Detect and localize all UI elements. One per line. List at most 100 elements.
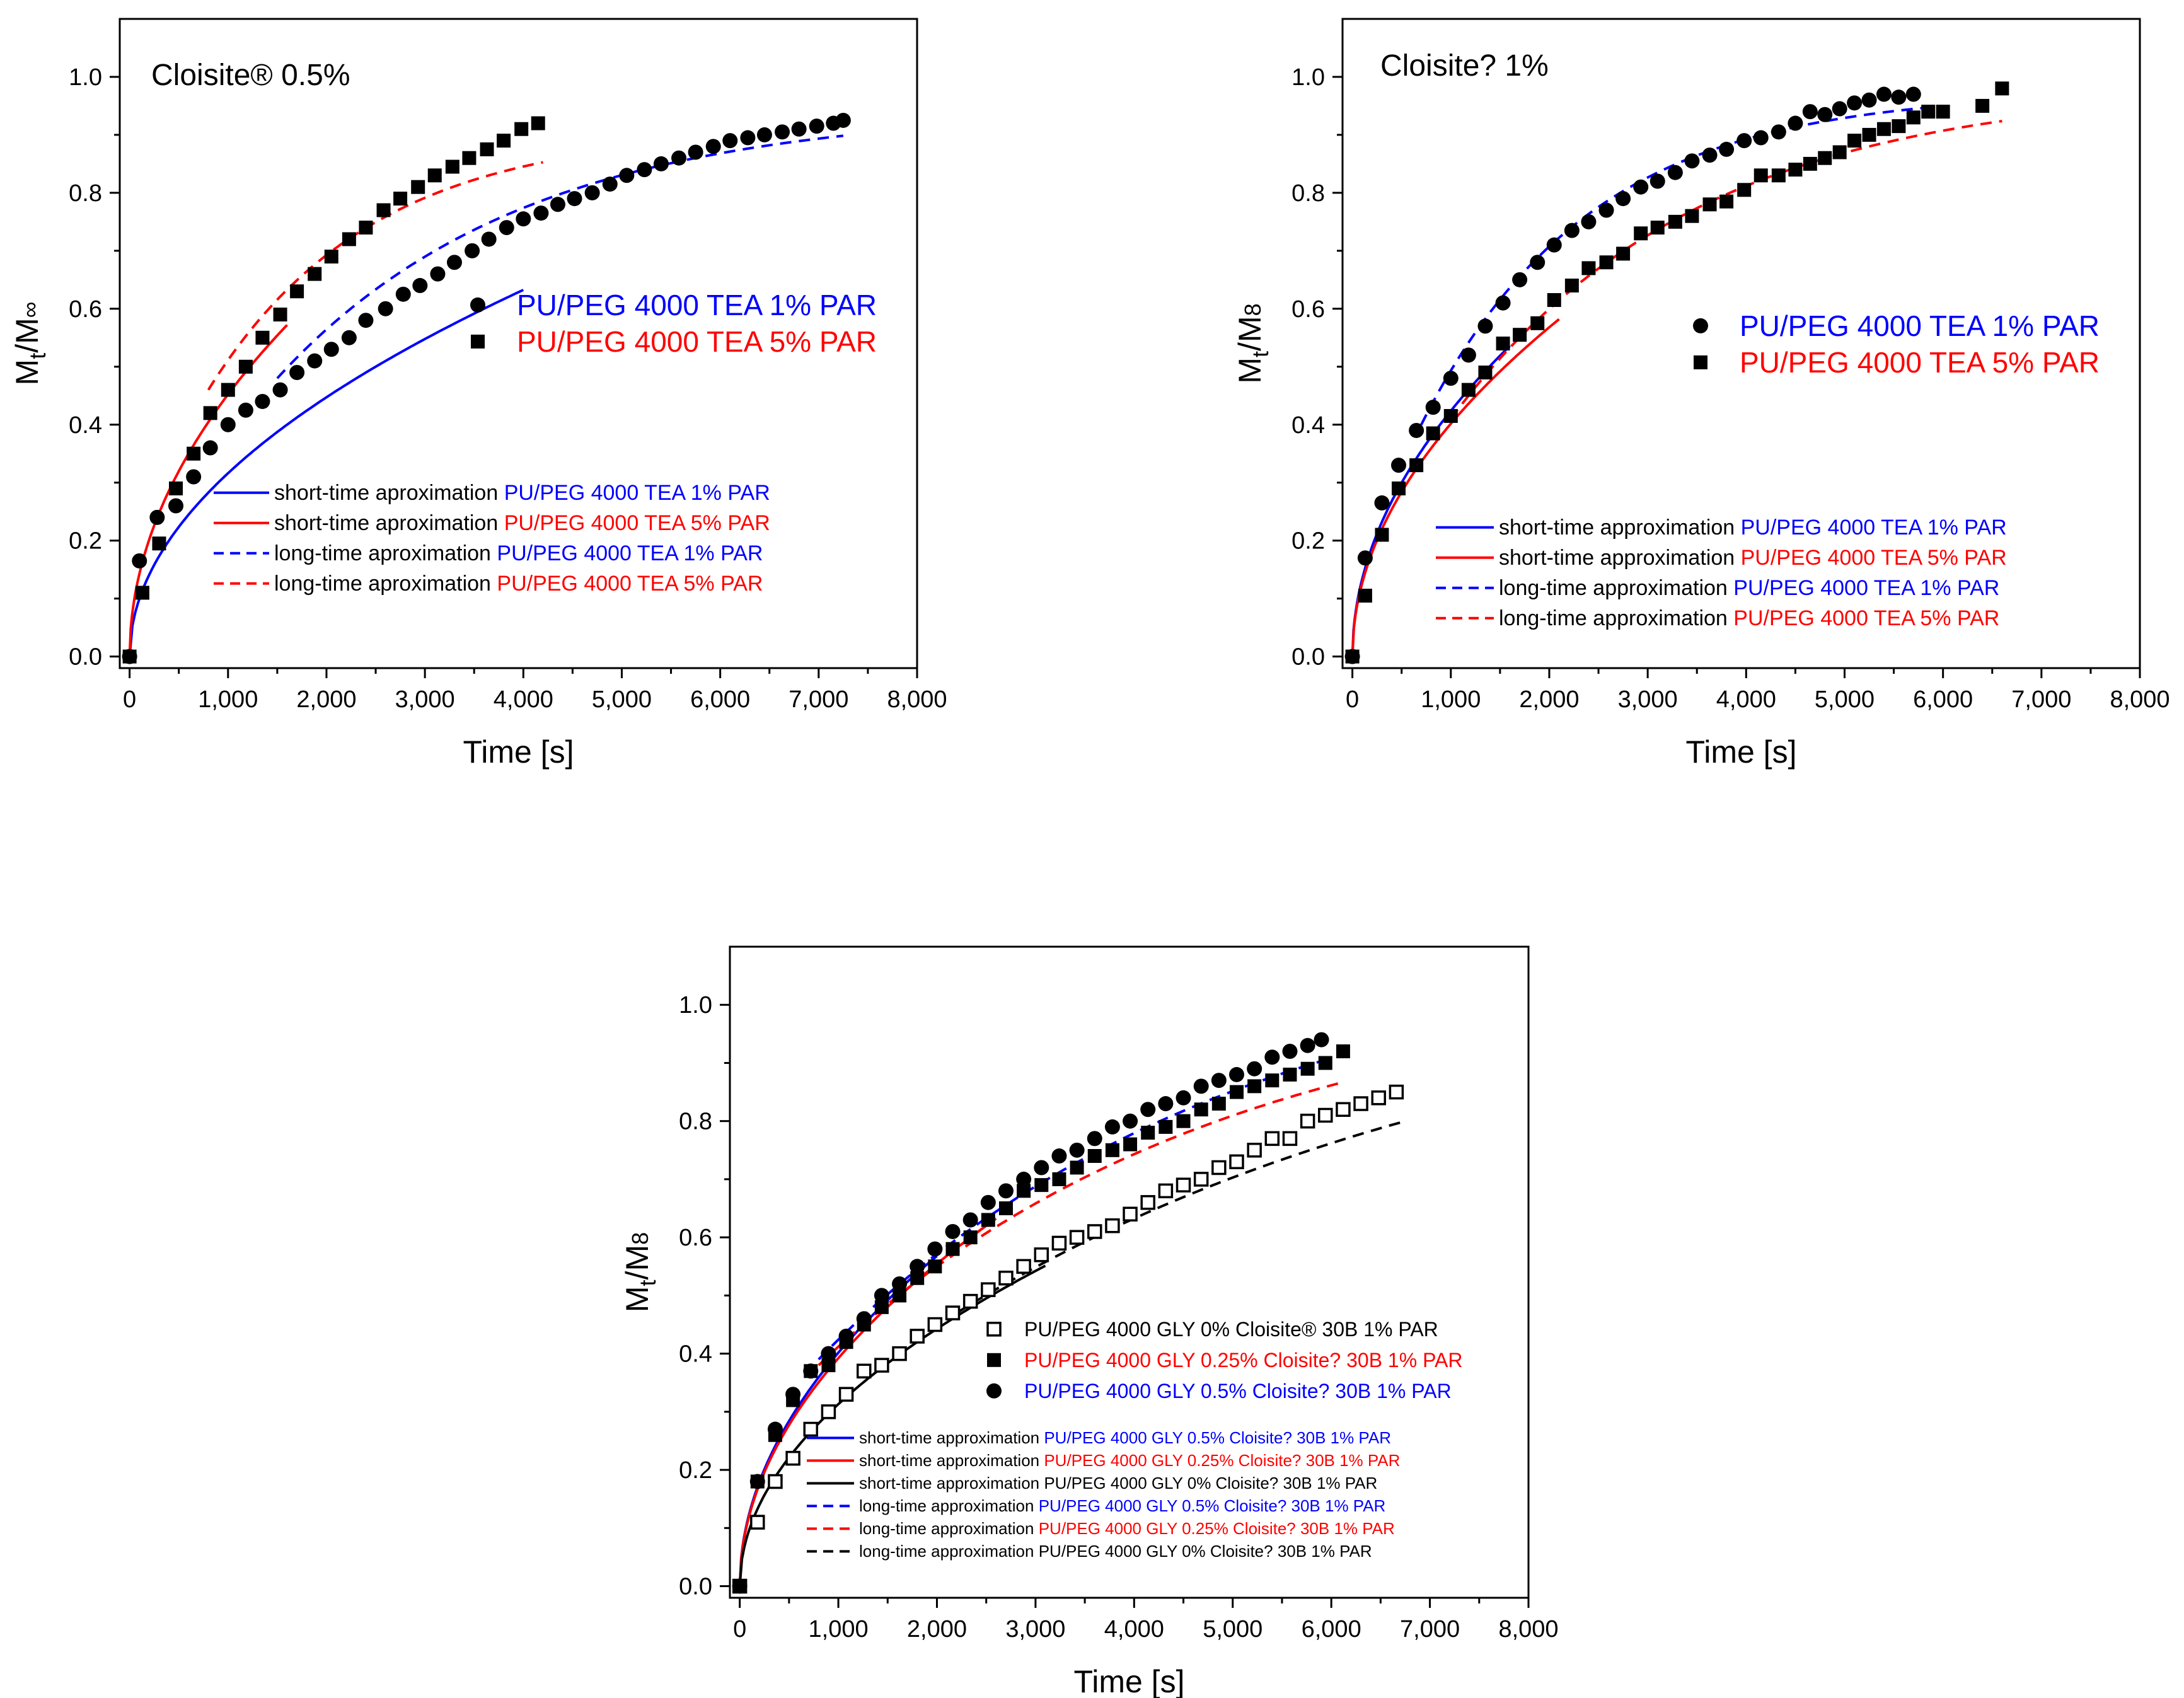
legend-series-label: PU/PEG 4000 GLY 0.5% Cloisite? 30B 1% PA… bbox=[1044, 1428, 1391, 1447]
data-point bbox=[307, 353, 323, 369]
legend-entry: short-time approximation PU/PEG 4000 GLY… bbox=[859, 1451, 1400, 1470]
legend-entry: short-time approximation PU/PEG 4000 GLY… bbox=[859, 1474, 1377, 1493]
data-point bbox=[809, 118, 824, 134]
data-point bbox=[1265, 1073, 1280, 1088]
legend-series-label: PU/PEG 4000 TEA 1% PAR bbox=[497, 541, 763, 565]
data-point bbox=[1034, 1247, 1049, 1262]
data-point bbox=[1599, 255, 1614, 270]
x-tick-label: 3,000 bbox=[1005, 1616, 1065, 1643]
y-axis-label-part: t bbox=[1247, 351, 1273, 357]
x-axis-label: Time [s] bbox=[463, 734, 574, 770]
data-point bbox=[203, 406, 217, 420]
y-axis-label-part: t bbox=[635, 1279, 661, 1286]
data-point bbox=[1016, 1259, 1031, 1274]
legend-approx-label: short-time approximation bbox=[1499, 516, 1741, 540]
y-tick-label: 0.2 bbox=[1291, 528, 1325, 555]
data-point bbox=[1598, 202, 1614, 218]
data-point bbox=[1906, 110, 1921, 125]
data-point bbox=[149, 509, 165, 525]
x-tick-label: 8,000 bbox=[887, 686, 947, 713]
chart-1: 0 1,000 2,000 3,000 4,000 5,000 6,000 7,000 8,00… bbox=[9, 18, 947, 770]
data-point bbox=[376, 203, 391, 217]
data-point bbox=[1478, 365, 1493, 379]
fit-line bbox=[276, 134, 844, 379]
data-point bbox=[132, 553, 147, 569]
legend-approx-label: long-time aproximation bbox=[274, 572, 497, 596]
data-point bbox=[1995, 81, 2009, 96]
data-point bbox=[910, 1271, 925, 1285]
data-point bbox=[499, 220, 514, 236]
plot-frame bbox=[118, 18, 918, 669]
data-point bbox=[821, 1404, 836, 1419]
legend-approx-label: long-time aproximation bbox=[274, 541, 497, 565]
data-point bbox=[750, 1515, 765, 1530]
data-point bbox=[740, 130, 756, 146]
data-point bbox=[1753, 130, 1769, 146]
data-point bbox=[785, 1450, 800, 1466]
legend-marker bbox=[470, 297, 485, 313]
data-point bbox=[497, 134, 511, 148]
data-point bbox=[722, 133, 738, 149]
data-point bbox=[1176, 1177, 1191, 1193]
fit-line bbox=[128, 324, 288, 657]
y-axis-label-part: /M bbox=[1232, 316, 1268, 351]
data-point bbox=[1051, 1235, 1067, 1251]
data-point bbox=[892, 1276, 908, 1291]
data-point bbox=[1375, 528, 1389, 542]
data-point bbox=[821, 1346, 836, 1361]
data-point bbox=[927, 1241, 943, 1257]
legend-approx-label: short-time approximation bbox=[1499, 546, 1741, 570]
data-point bbox=[910, 1329, 925, 1344]
data-point bbox=[1051, 1148, 1067, 1164]
data-point bbox=[430, 266, 446, 282]
line-legend: short-time approximation PU/PEG 4000 TEA… bbox=[1436, 516, 2007, 630]
data-point bbox=[749, 1474, 765, 1489]
x-tick-label: 0 bbox=[123, 686, 136, 713]
legend-label: PU/PEG 4000 TEA 1% PAR bbox=[1740, 309, 2100, 342]
data-point bbox=[272, 382, 288, 398]
y-tick-label: 0.0 bbox=[679, 1574, 712, 1600]
data-point bbox=[255, 330, 270, 345]
y-axis-label-part: M bbox=[620, 1286, 655, 1312]
data-point bbox=[1892, 119, 1906, 134]
legend-entry: long-time approximation PU/PEG 4000 GLY … bbox=[859, 1542, 1372, 1561]
data-point bbox=[838, 1328, 854, 1344]
legend-entry: long-time aproximation PU/PEG 4000 TEA 5… bbox=[274, 572, 763, 596]
data-point bbox=[1211, 1073, 1227, 1089]
line-legend: short-time approximation PU/PEG 4000 GLY… bbox=[807, 1428, 1400, 1561]
y-axis-label-part: M bbox=[1232, 357, 1268, 384]
x-tick-label: 1,000 bbox=[198, 686, 258, 713]
x-tick-label: 8,000 bbox=[1498, 1616, 1558, 1643]
data-point bbox=[1211, 1097, 1226, 1111]
x-tick-label: 4,000 bbox=[1104, 1616, 1164, 1643]
data-point bbox=[446, 255, 462, 270]
x-tick-label: 3,000 bbox=[395, 686, 455, 713]
data-point bbox=[1264, 1131, 1280, 1146]
data-point bbox=[342, 232, 356, 246]
data-point bbox=[1684, 153, 1700, 169]
fit-line bbox=[207, 161, 543, 391]
data-point bbox=[411, 180, 425, 194]
data-point bbox=[1832, 101, 1847, 117]
legend-entry: long-time aproximation PU/PEG 4000 TEA 1… bbox=[274, 541, 763, 565]
data-point bbox=[928, 1259, 942, 1274]
data-point bbox=[1616, 246, 1631, 261]
y-tick-label: 0.0 bbox=[69, 644, 102, 671]
plot-frame bbox=[729, 945, 1530, 1599]
legend-series-label: PU/PEG 4000 TEA 5% PAR bbox=[1741, 546, 2007, 570]
data-point bbox=[1461, 383, 1476, 397]
data-point bbox=[998, 1183, 1014, 1199]
fit-line bbox=[128, 289, 524, 657]
data-point bbox=[1847, 95, 1863, 111]
data-point bbox=[1034, 1160, 1049, 1175]
data-point bbox=[732, 1578, 748, 1594]
chart-2: 0 1,000 2,000 3,000 4,000 5,000 6,000 7,000 8,00… bbox=[1232, 18, 2170, 770]
y-tick-label: 1.0 bbox=[679, 992, 712, 1019]
data-point bbox=[1409, 458, 1424, 473]
data-point bbox=[910, 1259, 925, 1274]
legend-approx-label: short-time approximation bbox=[859, 1474, 1044, 1493]
y-tick-label: 0.4 bbox=[679, 1341, 712, 1368]
data-point bbox=[359, 221, 373, 235]
legend-approx-label: short-time aproximation bbox=[274, 481, 504, 505]
legend-series-label: PU/PEG 4000 TEA 5% PAR bbox=[497, 572, 763, 596]
